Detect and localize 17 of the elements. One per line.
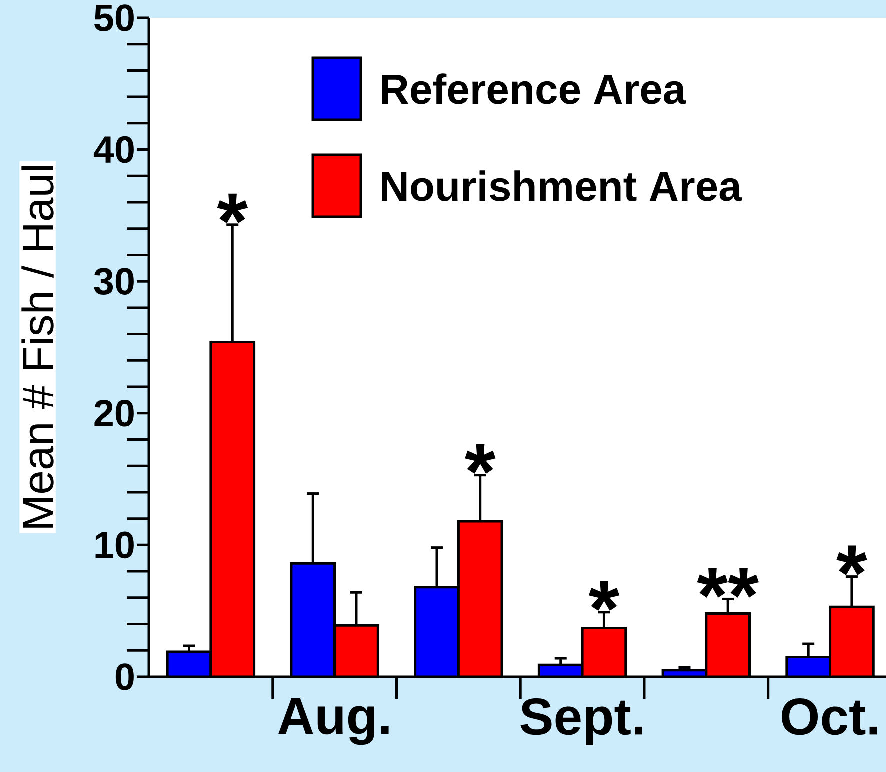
y-axis-title: Mean # Fish / Haul <box>22 166 54 528</box>
y-tick-label: 30 <box>94 268 134 296</box>
x-tick-label: Sept. <box>520 698 642 746</box>
y-tick-label: 10 <box>96 532 134 559</box>
data-label: * <box>465 444 496 474</box>
data-label: ** <box>697 568 760 598</box>
data-label: * <box>588 581 620 612</box>
data-label: * <box>836 546 868 576</box>
legend-label: Nourishment Area <box>382 170 742 202</box>
y-tick-label: 40 <box>94 136 134 164</box>
y-tick-label: 20 <box>94 400 134 427</box>
data-label: * <box>217 194 248 224</box>
x-tick-label: Aug. <box>278 698 389 746</box>
legend-label: Reference Area <box>382 74 686 104</box>
y-tick-label: 0 <box>116 664 134 690</box>
x-tick-label: Oct. <box>782 698 878 736</box>
y-tick-label: 50 <box>94 4 134 32</box>
